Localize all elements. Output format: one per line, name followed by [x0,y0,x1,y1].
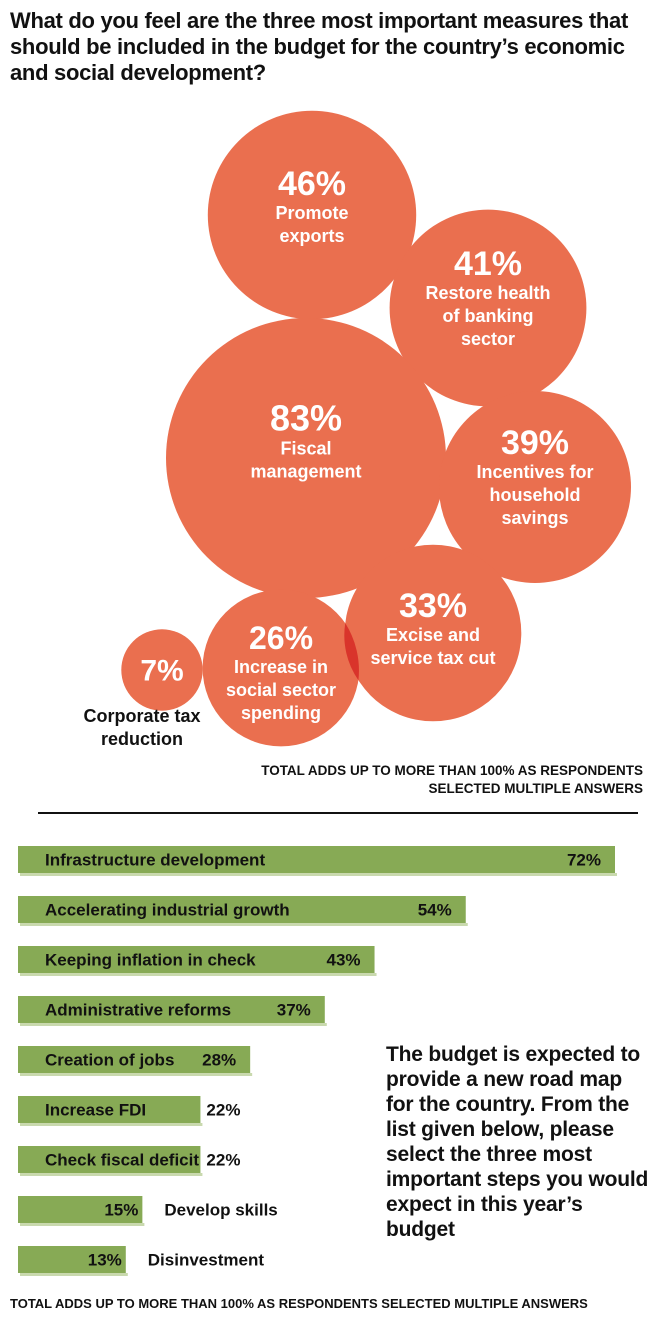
bar-value-keeping-inflation-in-check: 43% [327,951,361,970]
bubble-label-incentives-for-household-savings: Incentives for household savings [476,462,593,528]
bubble-value-excise-and-service-tax-cut: 33% [399,587,467,625]
bubble-corporate-tax-reduction [121,629,203,711]
bar-chart-question: The budget is expected to provide a new … [386,1043,649,1241]
bar-value-disinvestment: 13% [88,1251,122,1270]
bar-administrative-reforms [18,996,325,1023]
bar-value-infrastructure-development: 72% [567,851,601,870]
bubble-label-increase-in-social-sector-spending: Increase in social sector spending [226,657,336,723]
bubble-chart: 46%Promote exports 41%Restore health of ban… [83,110,631,749]
bubble-incentives-for-household-savings [439,391,631,583]
bar-shadow-infrastructure-development [20,873,617,876]
bubble-increase-in-social-sector-spending [202,589,360,747]
bar-chart-note: TOTAL ADDS UP TO MORE THAN 100% AS RESPO… [10,1296,588,1311]
bar-shadow-keeping-inflation-in-check [20,973,377,976]
bar-label-develop-skills: Develop skills [164,1201,277,1220]
bubble-label-excise-and-service-tax-cut: Excise and service tax cut [370,625,495,668]
bar-value-administrative-reforms: 37% [277,1001,311,1020]
bar-creation-of-jobs [18,1046,251,1073]
bar-chart: Infrastructure development 72% Acceleratin… [18,846,617,1276]
bar-shadow-accelerating-industrial-growth [20,923,468,926]
bar-disinvestment [18,1246,126,1273]
bubble-value-fiscal-management: 83% [270,398,342,439]
bar-shadow-check-fiscal-deficit [20,1173,203,1176]
chart-title: What do you feel are the three most impo… [10,8,628,85]
bar-shadow-administrative-reforms [20,1023,327,1026]
bubbles-group [121,110,631,747]
bar-label-administrative-reforms: Administrative reforms [45,1001,231,1020]
bubble-restore-health-of-banking-sector [389,209,587,407]
bubble-label-restore-health-of-banking-sector: Restore health of banking sector [425,283,550,349]
bubble-chart-note: TOTAL ADDS UP TO MORE THAN 100% AS RESPO… [261,763,643,796]
bar-value-accelerating-industrial-growth: 54% [418,901,452,920]
bar-value-develop-skills: 15% [104,1201,138,1220]
bar-accelerating-industrial-growth [18,896,466,923]
bar-develop-skills [18,1196,143,1223]
bar-value-creation-of-jobs: 28% [202,1051,236,1070]
bar-value-increase-fdi: 22% [206,1101,240,1120]
bar-shadow-increase-fdi [20,1123,203,1126]
section-divider [38,812,638,814]
bubble-label-corporate-tax-reduction: Corporate tax reduction [83,706,200,749]
bar-label-creation-of-jobs: Creation of jobs [45,1051,174,1070]
bubble-overlap [344,623,359,681]
bubble-value-corporate-tax-reduction: 7% [140,655,183,688]
bubble-value-restore-health-of-banking-sector: 41% [454,245,522,283]
bubble-label-fiscal-management: Fiscal management [250,439,361,482]
bubble-value-incentives-for-household-savings: 39% [501,424,569,462]
bar-infrastructure-development [18,846,615,873]
bar-label-keeping-inflation-in-check: Keeping inflation in check [45,951,256,970]
bar-label-increase-fdi: Increase FDI [45,1101,146,1120]
bubble-label-promote-exports: Promote exports [275,203,348,246]
bar-shadow-creation-of-jobs [20,1073,253,1076]
bar-label-disinvestment: Disinvestment [148,1251,265,1270]
bubble-value-increase-in-social-sector-spending: 26% [249,620,313,656]
bar-shadow-disinvestment [20,1273,128,1276]
bar-value-check-fiscal-deficit: 22% [206,1151,240,1170]
bar-shadow-develop-skills [20,1223,145,1226]
bar-keeping-inflation-in-check [18,946,375,973]
bubble-promote-exports [207,110,417,320]
bar-label-accelerating-industrial-growth: Accelerating industrial growth [45,901,290,920]
bar-label-infrastructure-development: Infrastructure development [45,851,265,870]
bubble-excise-and-service-tax-cut [344,544,522,722]
bubble-value-promote-exports: 46% [278,165,346,203]
bubble-fiscal-management [166,318,446,598]
bar-check-fiscal-deficit [18,1146,201,1173]
bar-increase-fdi [18,1096,201,1123]
bar-label-check-fiscal-deficit: Check fiscal deficit [45,1151,199,1170]
